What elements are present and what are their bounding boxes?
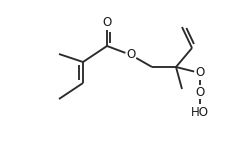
Text: O: O — [126, 49, 135, 61]
Text: HO: HO — [190, 106, 208, 120]
Text: O: O — [195, 85, 204, 99]
Text: O: O — [102, 16, 111, 29]
Text: O: O — [195, 67, 204, 80]
